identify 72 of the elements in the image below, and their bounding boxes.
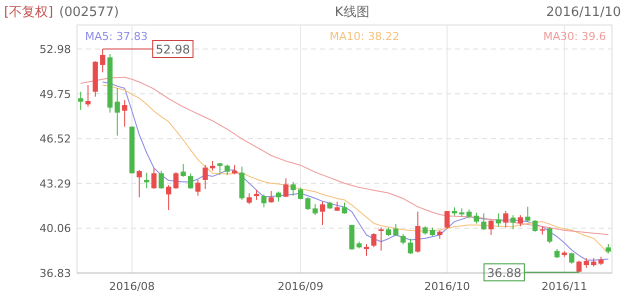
- candlestick: [518, 214, 523, 227]
- x-tick-label: 2016/08: [109, 280, 155, 293]
- candlestick: [85, 84, 91, 108]
- y-tick-label: 36.83: [40, 267, 71, 280]
- candlestick: [364, 244, 370, 256]
- candlestick: [232, 164, 238, 175]
- candlestick: [334, 201, 340, 212]
- candlestick: [408, 238, 414, 254]
- y-tick-label: 40.06: [40, 222, 71, 236]
- candlestick: [166, 184, 172, 211]
- candlestick: [547, 226, 552, 244]
- y-tick-label: 49.75: [40, 88, 71, 101]
- candlestick: [224, 164, 230, 176]
- candlestick: [466, 208, 472, 219]
- candlestick: [114, 88, 120, 136]
- candlestick: [554, 248, 560, 259]
- y-tick-label: 46.52: [40, 132, 71, 146]
- candlestick: [400, 233, 406, 245]
- chart-title: K线图: [334, 5, 370, 20]
- candlestick: [488, 220, 494, 236]
- candlestick: [158, 170, 164, 190]
- candlestick: [510, 214, 516, 230]
- candlestick: [569, 252, 574, 264]
- candlestick: [144, 172, 150, 189]
- candlestick: [525, 206, 530, 223]
- candlestick: [371, 232, 376, 248]
- candlestick: [202, 164, 208, 190]
- candlestick: [305, 196, 310, 211]
- candlestick: [136, 169, 142, 198]
- candlestick: [283, 178, 288, 198]
- candlestick: [481, 212, 486, 231]
- candlestick: [188, 173, 194, 190]
- candlestick: [320, 201, 326, 226]
- candlestick: [180, 163, 186, 178]
- annotation: 36.88: [487, 266, 522, 280]
- candlestick: [503, 210, 508, 228]
- candlestick: [393, 224, 398, 236]
- x-tick-label: 2016/09: [278, 280, 324, 293]
- candlestick: [290, 182, 296, 196]
- text: 2016/11/10: [546, 5, 621, 20]
- y-tick-label: 43.29: [40, 177, 71, 190]
- candlestick: [496, 212, 502, 228]
- candlestick: [151, 168, 157, 190]
- line-series: [80, 76, 609, 236]
- candlestick: [298, 187, 304, 200]
- candlestick: [78, 91, 84, 111]
- text: MA10: 38.22: [330, 30, 400, 43]
- candlestick: [532, 220, 538, 232]
- candlestick: [173, 172, 179, 190]
- candlestick: [261, 194, 266, 208]
- candlestick: [606, 244, 611, 254]
- candlestick: [474, 212, 480, 224]
- y-tick-label: 52.98: [40, 43, 71, 56]
- text: [不复权]: [4, 5, 54, 20]
- x-tick-label: 2016/10: [424, 280, 470, 293]
- candlestick: [444, 210, 450, 230]
- candlestick: [312, 203, 318, 216]
- candlestick: [276, 191, 282, 202]
- candlestick: [342, 202, 348, 214]
- candlestick: [100, 48, 106, 73]
- candlestick: [584, 258, 589, 268]
- candlestick: [122, 100, 128, 128]
- candlestick: [246, 192, 252, 205]
- text: MA5: 37.83: [85, 30, 148, 43]
- candlestick: [210, 160, 216, 172]
- text: MA30: 39.6: [543, 30, 606, 43]
- candlestick: [254, 189, 260, 200]
- chart-subtitle: (002577): [59, 5, 119, 20]
- x-tick-label: 2016/11: [542, 280, 588, 293]
- annotation: 52.98: [156, 42, 190, 56]
- candlestick: [217, 162, 223, 176]
- candlestick: [195, 179, 201, 196]
